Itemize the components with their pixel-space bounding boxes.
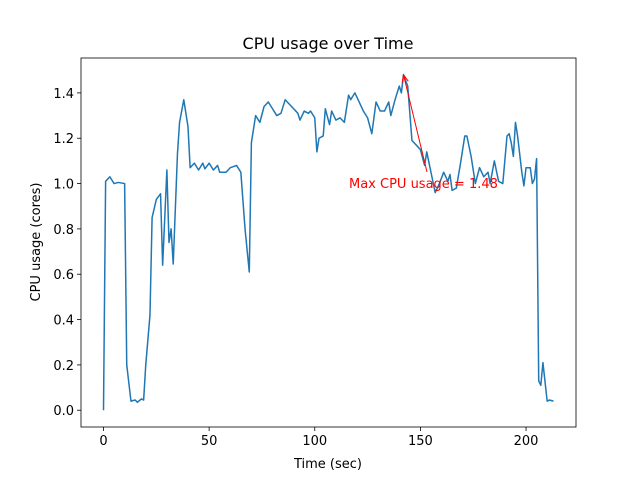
y-tick-label: 0.2 [53,359,74,374]
chart-title: CPU usage over Time [243,34,414,53]
x-tick-label: 50 [201,434,218,449]
y-tick-label: 0.0 [53,404,74,419]
y-tick-label: 1.2 [53,132,74,147]
y-tick-label: 1.4 [53,87,74,102]
x-tick-label: 150 [408,434,433,449]
annotation-text: Max CPU usage = 1.48 [349,177,498,192]
y-tick-label: 0.4 [53,314,74,329]
plot-frame [80,57,577,428]
x-tick-label: 0 [99,434,107,449]
y-axis-label: CPU usage (cores) [29,183,44,302]
x-tick-label: 200 [514,434,539,449]
y-tick-label: 0.6 [53,268,74,283]
annotation-arrow [401,73,428,173]
data-line [102,74,554,411]
x-tick-label: 100 [302,434,327,449]
y-tick-label: 1.0 [53,178,74,193]
x-axis-label: Time (sec) [293,457,362,472]
y-tick-label: 0.8 [53,223,74,238]
